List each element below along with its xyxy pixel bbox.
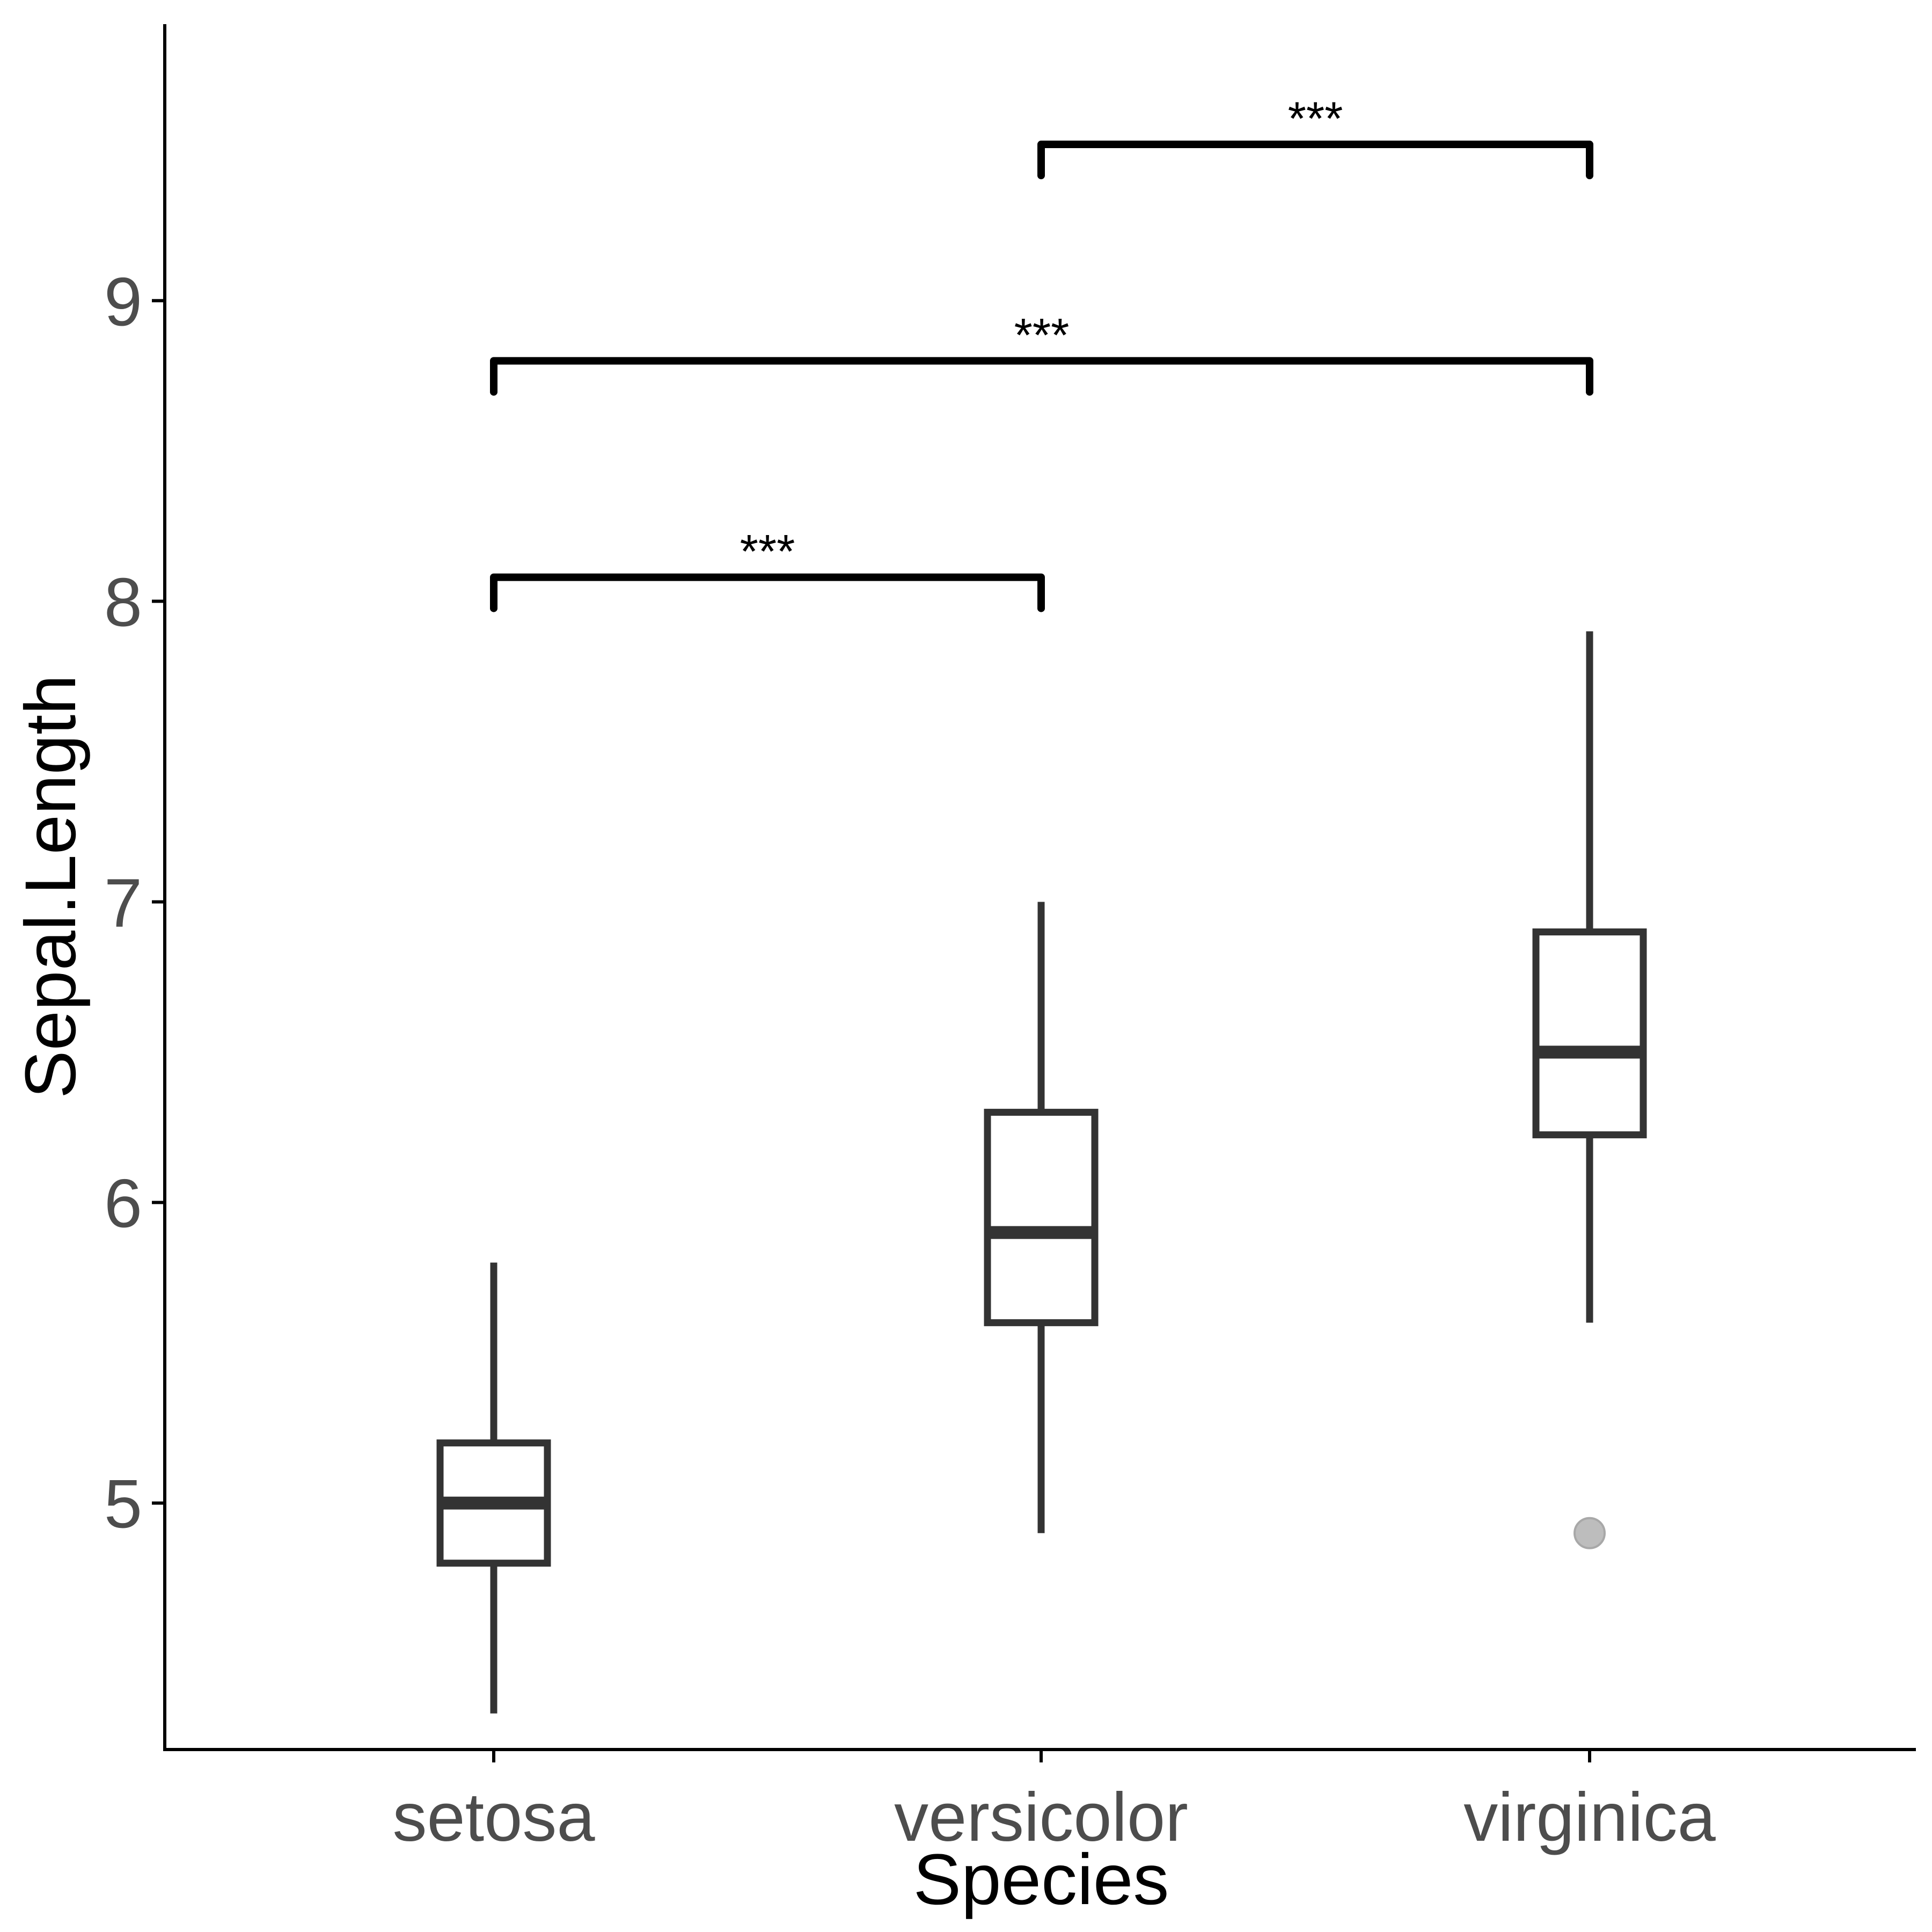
bracket-setosa-versicolor: [490, 573, 1045, 612]
y-tick-label: 5: [104, 1466, 142, 1543]
box-setosa: [436, 1262, 551, 1714]
y-tick-label: 9: [104, 264, 142, 340]
y-axis-title: Sepal.Length: [11, 675, 91, 1099]
significance-label: ***: [740, 525, 795, 578]
box-series: [436, 631, 1647, 1714]
significance-label: ***: [1288, 92, 1343, 145]
bracket-versicolor-virginica: [1037, 141, 1593, 180]
box-virginica: [1532, 631, 1647, 1549]
x-axis-title: Species: [913, 1840, 1169, 1920]
outlier-point: [1574, 1517, 1606, 1549]
y-tick-label: 7: [104, 865, 142, 942]
x-tick-label: virginica: [1463, 1779, 1716, 1856]
bracket-setosa-virginica: [490, 357, 1593, 396]
axes-group: 5 6 7 8 9 setosa versicolor virginica: [104, 24, 1916, 1856]
x-tick-label: versicolor: [894, 1779, 1188, 1856]
iqr-box: [984, 1109, 1099, 1327]
significance-label: ***: [1014, 308, 1070, 361]
significance-brackets: *** *** ***: [490, 92, 1593, 612]
box-versicolor: [984, 902, 1099, 1533]
y-tick-label: 8: [104, 564, 142, 641]
iqr-box: [1532, 928, 1647, 1139]
x-tick-label: setosa: [392, 1779, 595, 1856]
y-tick-label: 6: [104, 1166, 142, 1242]
